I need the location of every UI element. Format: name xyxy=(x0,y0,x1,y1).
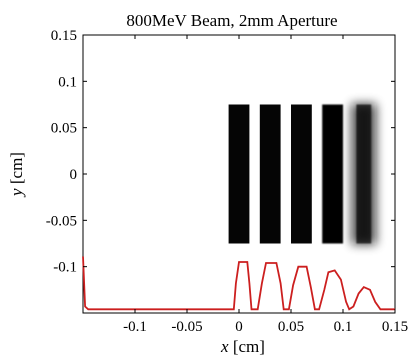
beam-bar-core xyxy=(356,104,372,244)
plot-area: -0.1 -0.05 0 0.05 0.1 0.15 0.15 0.1 0.05 0 -0.05 -0… xyxy=(46,28,408,335)
y-axis-label-var: y xyxy=(7,188,26,198)
y-axis-label-unit: [cm] xyxy=(7,152,26,188)
y-tick-label: -0.1 xyxy=(53,260,77,276)
x-tick-label: -0.05 xyxy=(171,319,202,335)
chart-title: 800MeV Beam, 2mm Aperture xyxy=(126,11,337,30)
beam-bar-body xyxy=(291,104,312,244)
axis-ticks: -0.1 -0.05 0 0.05 0.1 0.15 0.15 0.1 0.05 0 -0.05 -0… xyxy=(46,28,408,335)
y-tick-label: -0.05 xyxy=(46,213,77,229)
intensity-profile-line xyxy=(82,256,395,311)
beam-bar-3 xyxy=(291,104,312,244)
x-axis-label: x [cm] xyxy=(220,337,265,356)
x-tick-label: 0 xyxy=(235,319,243,335)
x-axis-label-unit: [cm] xyxy=(229,337,265,356)
x-tick-label: 0.15 xyxy=(382,319,408,335)
y-tick-label: 0.05 xyxy=(51,121,77,137)
x-axis-label-var: x xyxy=(220,337,229,356)
beam-bar-2 xyxy=(259,104,281,244)
x-tick-label: 0.05 xyxy=(278,319,304,335)
beam-bar-body xyxy=(322,104,343,244)
beam-bar-4 xyxy=(322,104,343,244)
beam-bar-5 xyxy=(351,103,377,245)
y-axis-label: y [cm] xyxy=(7,152,26,198)
x-tick-label: 0.1 xyxy=(334,319,353,335)
beam-bar-body xyxy=(259,104,281,244)
y-tick-label: 0.1 xyxy=(58,74,77,90)
y-tick-label: 0 xyxy=(70,167,78,183)
x-tick-label: -0.1 xyxy=(123,319,147,335)
beam-bar-body xyxy=(228,104,250,244)
beam-bar-1 xyxy=(228,104,250,244)
y-tick-label: 0.15 xyxy=(51,28,77,44)
beam-bars xyxy=(228,103,377,245)
